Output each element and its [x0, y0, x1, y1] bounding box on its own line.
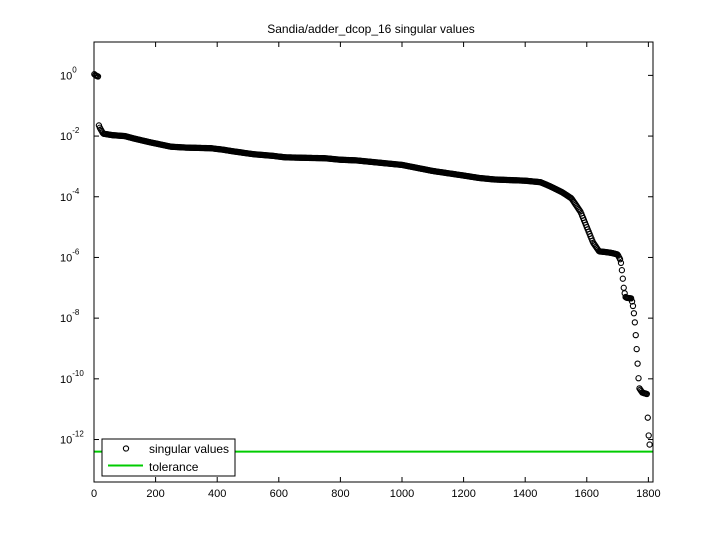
x-tick-label: 600 [270, 488, 288, 500]
y-tick-label: 10-8 [60, 308, 80, 325]
legend: singular values tolerance [101, 438, 236, 477]
data-point [646, 441, 653, 448]
axes-frame [93, 41, 654, 483]
y-axis: 100 10-2 10-4 10-6 10-8 10-10 10-12 [60, 65, 653, 447]
data-point [94, 73, 102, 80]
x-axis: 0 200 400 600 800 1000 1200 1400 1600 1800 [91, 42, 661, 500]
y-tick-label: 10-10 [60, 369, 84, 386]
data-point [633, 345, 640, 353]
chart-title: Sandia/adder_dcop_16 singular values [267, 22, 475, 36]
legend-marker-singular-values [122, 445, 130, 452]
y-tick-label: 10-6 [60, 247, 80, 264]
data-point [630, 310, 638, 317]
x-tick-label: 1800 [636, 488, 660, 500]
data-point [627, 295, 635, 302]
legend-label-tolerance: tolerance [149, 460, 199, 474]
data-point [635, 375, 642, 382]
x-tick-label: 0 [91, 488, 97, 500]
legend-label-singular-values: singular values [149, 442, 229, 456]
x-tick-label: 1600 [575, 488, 599, 500]
y-tick-label: 100 [60, 65, 77, 82]
data-point [617, 259, 625, 267]
x-tick-label: 1200 [451, 488, 475, 500]
data-point [616, 256, 624, 263]
x-tick-label: 1400 [513, 488, 537, 500]
legend-box [101, 438, 236, 477]
data-point [614, 251, 621, 258]
x-tick-label: 800 [331, 488, 349, 500]
data-point [634, 360, 641, 367]
y-tick-label: 10-12 [60, 430, 84, 447]
plot-area [91, 71, 653, 453]
y-tick-label: 10-4 [60, 187, 80, 204]
data-point [631, 319, 638, 326]
x-tick-label: 200 [146, 488, 164, 500]
data-point [632, 331, 639, 339]
data-point [620, 284, 627, 291]
data-point [619, 275, 626, 282]
data-point [644, 414, 651, 421]
data-point [576, 206, 583, 214]
data-point [629, 302, 637, 310]
x-tick-label: 400 [208, 488, 226, 500]
data-point [618, 267, 626, 274]
y-tick-label: 10-2 [60, 126, 80, 143]
data-point [643, 390, 650, 398]
x-tick-label: 1000 [390, 488, 414, 500]
data-point [645, 432, 652, 439]
